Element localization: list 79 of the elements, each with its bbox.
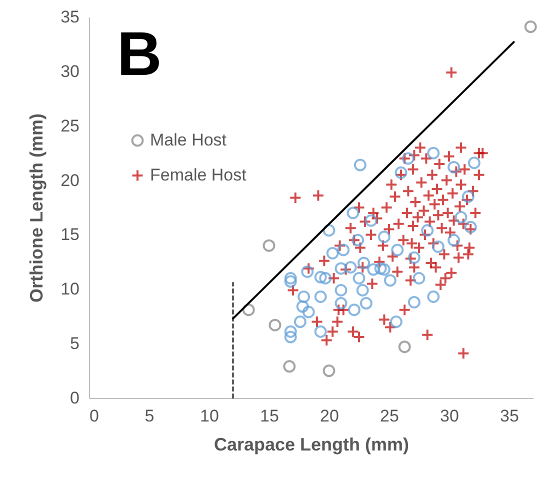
x-tick-label: 30 bbox=[440, 406, 459, 426]
point bbox=[242, 304, 255, 316]
point bbox=[314, 270, 327, 284]
x-tick-label: 15 bbox=[260, 406, 279, 426]
y-tick-label: 5 bbox=[70, 334, 80, 354]
x-tick-label: 35 bbox=[500, 406, 519, 426]
point bbox=[390, 316, 402, 328]
point bbox=[412, 272, 426, 284]
point bbox=[337, 244, 350, 256]
x-tick-label: 25 bbox=[380, 406, 399, 426]
point bbox=[448, 234, 460, 246]
point bbox=[427, 146, 440, 160]
point bbox=[314, 290, 327, 303]
point bbox=[319, 272, 332, 284]
x-axis-title: Carapace Length (mm) bbox=[214, 434, 410, 454]
point bbox=[322, 224, 336, 237]
y-tick-label: 20 bbox=[60, 170, 80, 190]
point bbox=[448, 160, 460, 174]
point bbox=[283, 360, 296, 373]
point bbox=[284, 330, 297, 344]
point bbox=[358, 256, 370, 270]
point bbox=[302, 306, 315, 318]
point bbox=[408, 296, 420, 308]
legend-label: Male Host bbox=[150, 130, 227, 150]
y-tick-label: 30 bbox=[60, 62, 80, 81]
legend-label: Female Host bbox=[150, 166, 247, 184]
point bbox=[394, 166, 408, 179]
point bbox=[284, 272, 297, 284]
point bbox=[326, 246, 339, 260]
point bbox=[402, 152, 414, 165]
y-tick-label: 10 bbox=[60, 280, 80, 299]
point bbox=[408, 251, 420, 264]
point bbox=[284, 275, 297, 288]
point bbox=[427, 290, 440, 303]
point bbox=[468, 156, 480, 170]
point bbox=[391, 244, 404, 256]
point bbox=[334, 284, 348, 296]
point bbox=[360, 297, 372, 310]
point bbox=[294, 316, 306, 328]
point bbox=[432, 240, 444, 253]
point bbox=[346, 206, 360, 220]
point bbox=[352, 272, 366, 284]
point bbox=[334, 262, 348, 275]
point bbox=[367, 263, 380, 276]
chart-title: B bbox=[117, 20, 162, 89]
y-tick-label: 15 bbox=[60, 225, 80, 244]
y-tick-label: 0 bbox=[70, 388, 80, 408]
y-axis-title: Orthione Length (mm) bbox=[26, 114, 47, 302]
point bbox=[384, 274, 396, 287]
point bbox=[374, 262, 387, 275]
y-tick-label: 35 bbox=[60, 8, 80, 26]
point bbox=[262, 239, 276, 252]
point bbox=[352, 234, 364, 246]
x-tick-label: 0 bbox=[90, 406, 99, 426]
x-tick-label: 20 bbox=[320, 406, 339, 426]
point bbox=[334, 297, 348, 310]
point bbox=[284, 325, 297, 338]
point bbox=[464, 220, 477, 234]
point bbox=[268, 318, 282, 332]
point bbox=[298, 290, 310, 303]
x-tick-label: 5 bbox=[144, 406, 154, 426]
point bbox=[378, 230, 390, 244]
point bbox=[301, 265, 314, 278]
point bbox=[454, 211, 468, 224]
point bbox=[354, 158, 366, 172]
point bbox=[364, 214, 378, 227]
x-tick-label: 10 bbox=[200, 406, 219, 426]
point bbox=[322, 364, 336, 378]
point bbox=[398, 340, 411, 354]
point bbox=[421, 224, 434, 237]
point bbox=[314, 325, 327, 338]
point bbox=[378, 263, 390, 276]
point bbox=[296, 300, 309, 313]
point bbox=[348, 304, 360, 316]
point bbox=[356, 284, 369, 296]
point bbox=[344, 261, 357, 274]
point bbox=[462, 190, 474, 203]
point bbox=[524, 20, 537, 34]
y-tick-label: 25 bbox=[60, 116, 80, 136]
